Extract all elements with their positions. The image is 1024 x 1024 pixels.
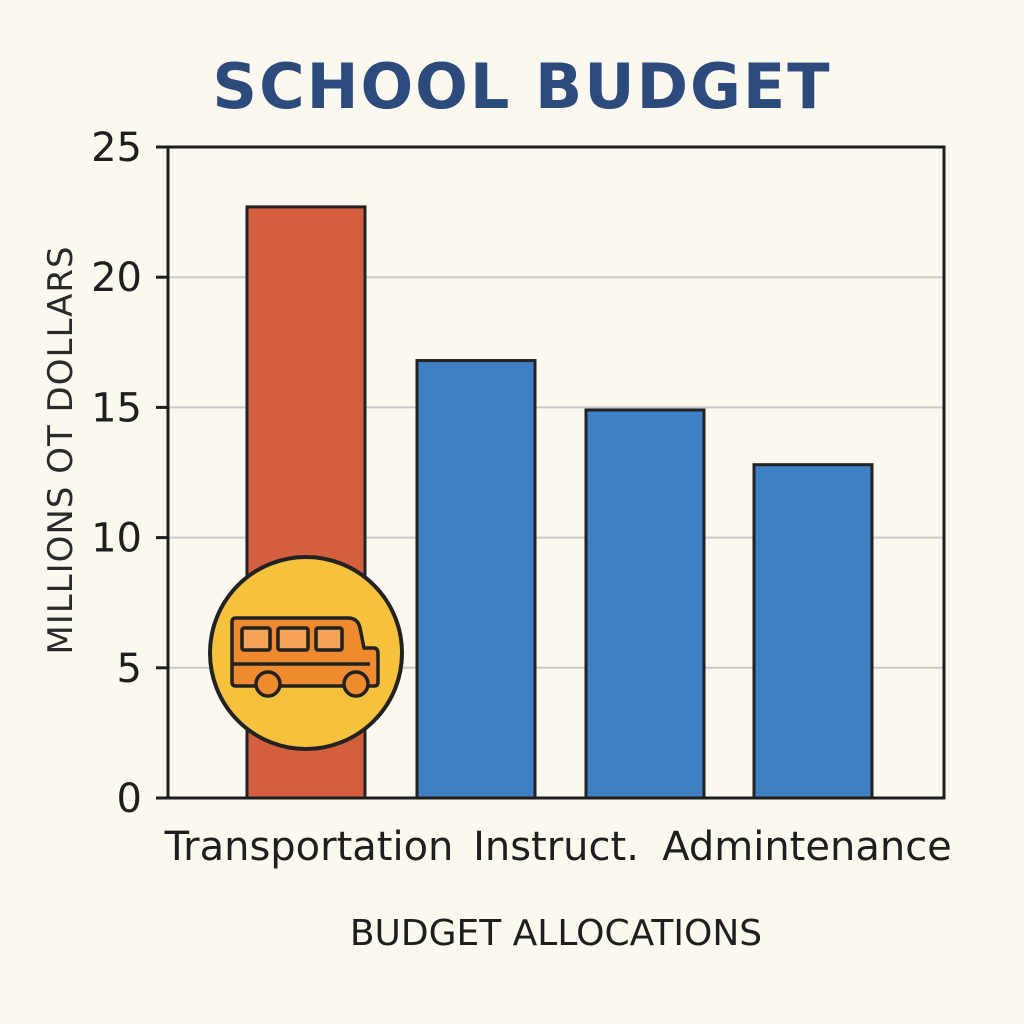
school-bus-icon — [230, 616, 380, 698]
bar — [752, 463, 874, 800]
x-axis-title: BUDGET ALLOCATIONS — [350, 913, 762, 954]
y-tick-label: 15 — [91, 385, 142, 431]
bar — [584, 408, 706, 800]
y-tick-label: 25 — [91, 125, 142, 171]
x-category-label: Instruct. — [473, 824, 639, 870]
y-tick-label: 20 — [91, 255, 142, 301]
y-tick-label: 0 — [117, 776, 142, 822]
chart-title: SCHOOL BUDGET — [212, 50, 831, 123]
y-tick-label: 5 — [117, 646, 142, 692]
plot-frame — [166, 145, 946, 800]
x-category-label: Transportation — [164, 824, 454, 870]
x-category-label: Admintenance — [662, 824, 952, 870]
transportation-badge — [208, 555, 404, 751]
y-tick-label: 10 — [91, 516, 142, 562]
y-axis-title: MILLIONS OT DOLLARS — [41, 245, 81, 654]
x-axis-categories: Transportation Instruct. Admintenance — [164, 824, 952, 870]
y-axis-ticks: 0 5 10 15 20 25 — [91, 125, 168, 822]
bar — [415, 359, 537, 800]
